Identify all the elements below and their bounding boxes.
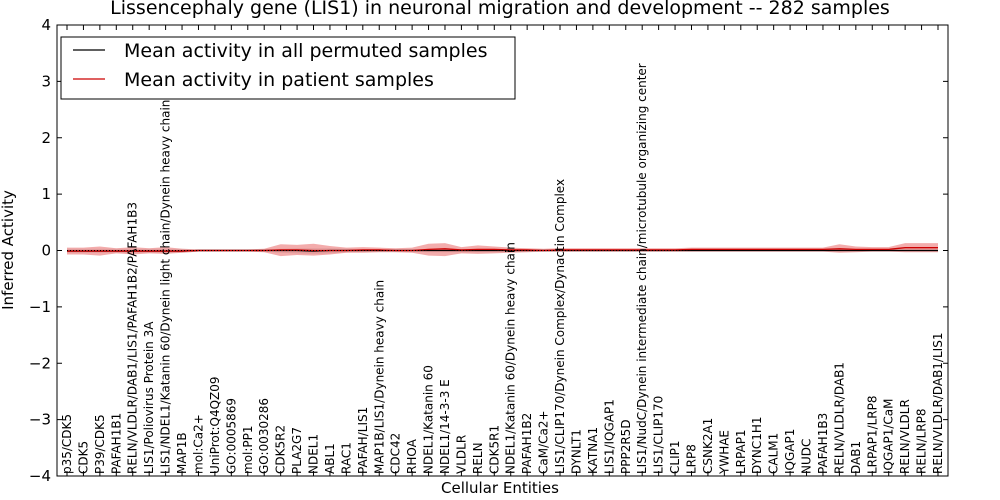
y-tick-label: −3 <box>29 411 51 429</box>
legend-label-permuted: Mean activity in all permuted samples <box>124 40 487 62</box>
x-tick-label: mol:PP1 <box>241 425 255 474</box>
x-tick-label: RHOA <box>405 438 419 474</box>
x-tick-label: IQGAP1/CaM <box>882 399 896 475</box>
y-tick-label: 3 <box>41 72 51 90</box>
x-tick-label: ABL1 <box>323 443 337 474</box>
x-tick-label: CaM/Ca2+ <box>537 410 551 474</box>
x-tick-label: DYNC1H1 <box>750 416 764 474</box>
x-tick-label: CDC42 <box>389 433 403 474</box>
x-tick-label: MAP1B <box>175 432 189 474</box>
y-tick-label: −4 <box>29 467 51 485</box>
x-tick-label: p35/CDK5 <box>60 414 74 474</box>
line-series-1 <box>67 247 938 252</box>
x-tick-label: LIS1/IQGAP1 <box>602 399 616 474</box>
x-tick-label: LRPAP1/LRP8 <box>865 395 879 474</box>
x-tick-label: LRPAP1 <box>734 429 748 474</box>
x-tick-label: PPP2R5D <box>619 419 633 474</box>
x-tick-label: RELN <box>471 442 485 474</box>
x-tick-label: RELN/VLDLR/DAB1/LIS1 <box>931 333 945 474</box>
y-tick-label: −2 <box>29 354 51 372</box>
x-tick-label: mol:Ca2+ <box>191 414 205 474</box>
x-tick-label: P39/CDK5 <box>93 414 107 474</box>
x-tick-label: RELN/VLDLR/DAB1 <box>832 362 846 474</box>
y-axis-label: Inferred Activity <box>0 190 17 310</box>
x-axis-label: Cellular Entities <box>441 479 559 497</box>
x-tick-label: CLIP1 <box>668 441 682 474</box>
x-tick-label: CDK5R1 <box>487 425 501 474</box>
x-tick-label: PAFAH/LIS1 <box>356 407 370 474</box>
y-axis: −4 −3 −2 −1 0 1 2 3 4 <box>29 16 948 485</box>
y-tick-label: −1 <box>29 298 51 316</box>
x-tick-label: DAB1 <box>849 441 863 474</box>
x-tick-label: CSNK2A1 <box>701 418 715 474</box>
x-tick-label: YWHAE <box>717 430 731 475</box>
x-tick-label: VLDLR <box>454 435 468 474</box>
x-tick-label: RAC1 <box>339 442 353 474</box>
x-tick-label: UniProt:Q4QZ09 <box>208 376 222 474</box>
x-tick-label: NDEL1/14-3-3 E <box>438 379 452 474</box>
x-tick-label: NDEL1/Katanin 60/Dynein heavy chain <box>504 242 518 474</box>
legend: Mean activity in all permuted samples Me… <box>60 36 516 100</box>
x-tick-label: NDEL1/Katanin 60 <box>422 365 436 474</box>
legend-box <box>60 36 516 100</box>
x-tick-label: LIS1/CLIP170 <box>652 396 666 474</box>
x-tick-label: GO:0005869 <box>224 398 238 474</box>
x-tick-label: CDK5 <box>76 441 90 474</box>
chart-title: Lissencephaly gene (LIS1) in neuronal mi… <box>110 0 890 19</box>
x-tick-label: PAFAH1B3 <box>816 413 830 474</box>
x-tick-label: LIS1/NudC/Dynein intermediate chain/micr… <box>635 63 649 474</box>
x-tick-label: PAFAH1B2 <box>520 413 534 474</box>
x-tick-label: MAP1B/LIS1/Dynein heavy chain <box>372 280 386 474</box>
x-tick-label: DYNLT1 <box>569 429 583 474</box>
x-tick-label: LRP8 <box>684 444 698 474</box>
x-tick-label: RELN/LRP8 <box>915 408 929 474</box>
legend-label-patient: Mean activity in patient samples <box>124 69 434 91</box>
y-tick-label: 0 <box>41 242 51 260</box>
x-tick-label: RELN/VLDLR/DAB1/LIS1/PAFAH1B2/PAFAH1B3 <box>126 202 140 474</box>
x-tick-label: CALM1 <box>767 433 781 474</box>
x-tick-label: PLA2G7 <box>290 427 304 474</box>
x-tick-label: NUDC <box>800 439 814 474</box>
y-tick-label: 1 <box>41 185 51 203</box>
x-tick-label: CDK5R2 <box>274 425 288 474</box>
x-tick-label: NDEL1 <box>307 434 321 474</box>
x-axis: p35/CDK5 CDK5 P39/CDK5 PAFAH1B1 RELN/VLDLR/D… <box>60 25 945 476</box>
y-tick-label: 2 <box>41 129 51 147</box>
x-tick-label: PAFAH1B1 <box>109 413 123 474</box>
x-tick-label: LIS1/NDEL1/Katanin 60/Dynein light chain… <box>159 100 173 474</box>
x-tick-label: GO:0030286 <box>257 398 271 474</box>
x-tick-label: LIS1/CLIP170/Dynein Complex/Dynactin Com… <box>553 179 567 474</box>
x-tick-label: KATNA1 <box>586 427 600 474</box>
x-tick-label: LIS1/Poliovirus Protein 3A <box>142 321 156 474</box>
x-tick-label: IQGAP1 <box>783 429 797 474</box>
y-tick-label: 4 <box>41 16 51 34</box>
x-tick-label: RELN/VLDLR <box>898 399 912 474</box>
